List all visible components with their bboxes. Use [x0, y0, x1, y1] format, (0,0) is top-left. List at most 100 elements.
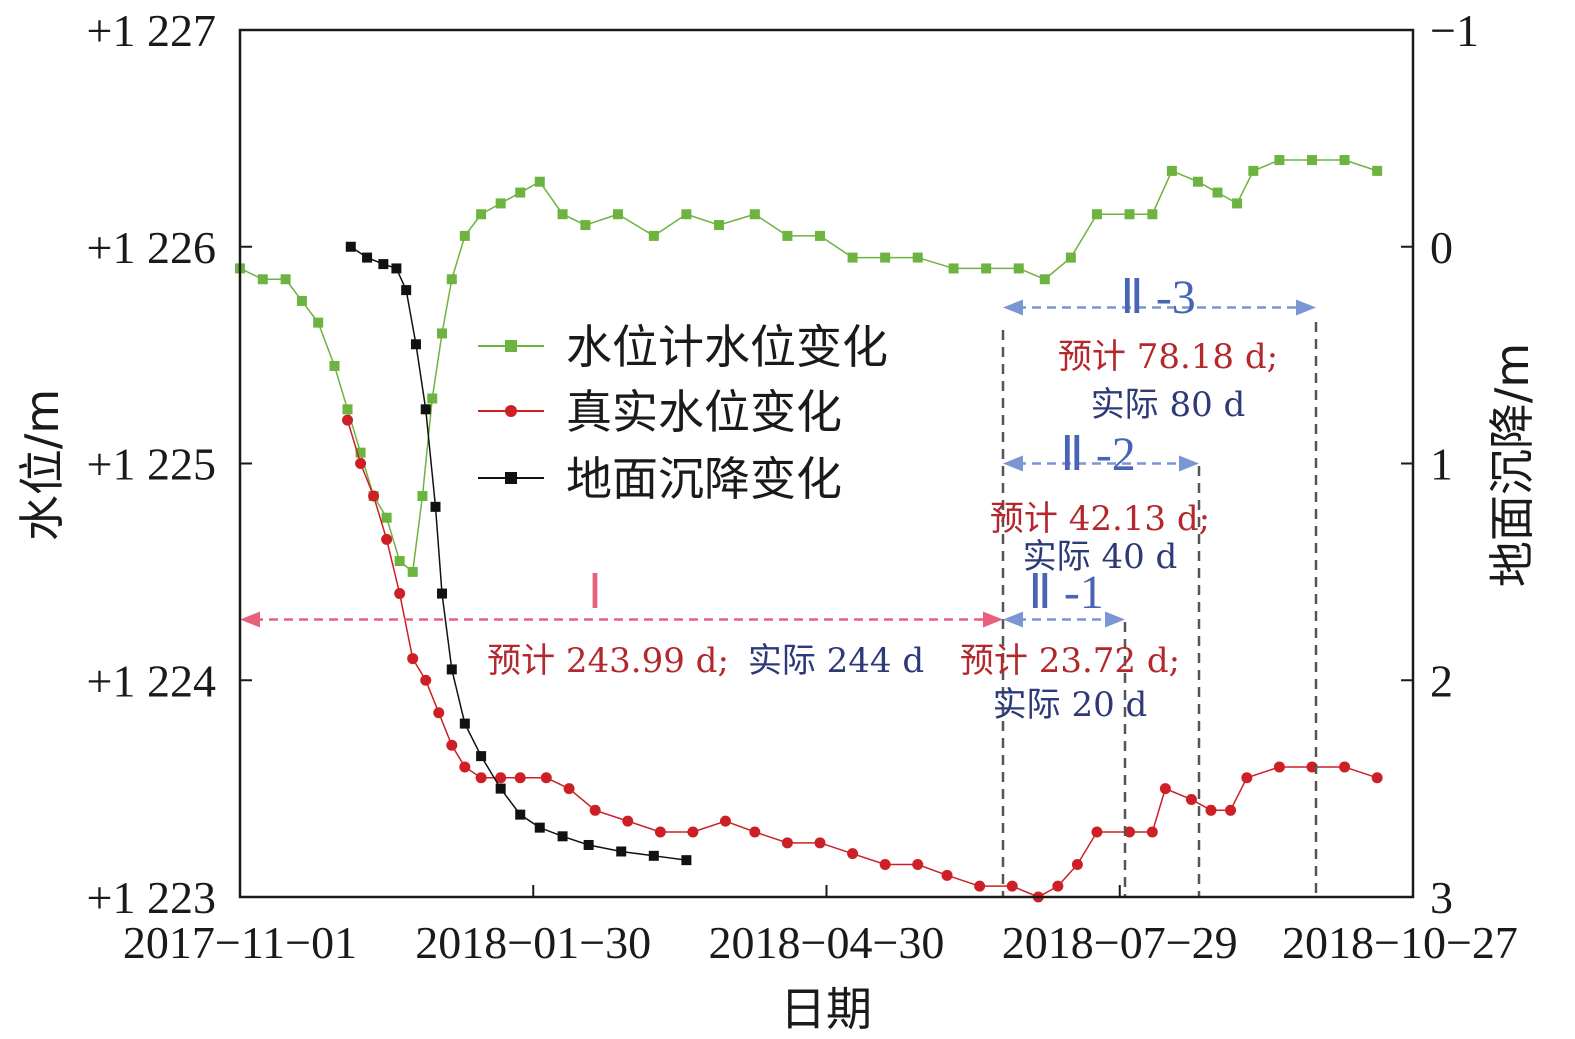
data-point: [912, 858, 924, 870]
data-point: [1274, 155, 1285, 166]
y-left-axis-title: 水位/m: [15, 389, 69, 541]
data-point: [437, 328, 448, 339]
data-point: [880, 252, 891, 263]
data-point: [847, 252, 858, 263]
data-point: [1091, 826, 1103, 838]
arrow-head-right: [983, 611, 1003, 628]
x-tick-label: 2018−01−30: [415, 917, 651, 968]
y-right-tick-label: 3: [1430, 872, 1453, 923]
data-point: [1159, 783, 1171, 795]
data-point: [534, 176, 545, 187]
data-point: [1013, 263, 1024, 274]
data-point: [257, 274, 268, 285]
data-point: [1052, 880, 1064, 892]
phase-label: Ⅱ -1: [1028, 566, 1104, 619]
data-point: [1372, 165, 1383, 176]
annotation-3: Ⅱ -2 预计 42.13 d;实际 40 d: [990, 428, 1210, 577]
x-axis-title: 日期: [780, 982, 872, 1036]
data-point: [1039, 274, 1050, 285]
y-left-tick-label: +1 226: [87, 222, 216, 273]
data-point: [1339, 155, 1350, 166]
data-point: [433, 707, 445, 719]
data-point: [495, 783, 506, 794]
data-point: [612, 209, 623, 220]
data-point: [557, 209, 568, 220]
x-tick-label: 2018−07−29: [1002, 917, 1238, 968]
data-point: [476, 209, 487, 220]
series-2: [342, 414, 1383, 903]
y-left-tick-label: +1 224: [87, 655, 216, 706]
actual-text: 实际 244 d: [748, 641, 924, 681]
predicted-text: 预计 42.13 d;: [990, 499, 1210, 539]
series-layer: [235, 155, 1383, 903]
data-point: [981, 263, 992, 274]
y-left-tick-label: +1 225: [87, 439, 216, 490]
series-1: [235, 155, 1383, 577]
data-point: [459, 761, 471, 773]
arrow-head-right: [1179, 455, 1199, 472]
data-point: [814, 837, 826, 849]
data-point: [782, 230, 793, 241]
legend-item-2: 真实水位变化: [478, 385, 842, 439]
y-right-tick-label: −1: [1430, 5, 1479, 56]
data-point: [417, 491, 428, 502]
phase-label: Ⅰ: [588, 566, 602, 619]
data-point: [749, 826, 761, 838]
data-point: [1006, 880, 1018, 892]
data-point: [446, 274, 457, 285]
data-point: [1306, 155, 1317, 166]
data-point: [515, 809, 526, 820]
data-point: [847, 848, 859, 860]
data-point: [329, 360, 340, 371]
annotation-4: Ⅱ -3 预计 78.18 d; 实际 80 d: [1003, 271, 1316, 425]
data-point: [459, 230, 470, 241]
data-point: [342, 404, 353, 415]
data-point: [580, 220, 591, 231]
data-point: [1192, 176, 1203, 187]
data-point: [540, 772, 552, 784]
data-point: [342, 414, 354, 426]
y-left-tick-label: +1 227: [87, 5, 216, 56]
data-point: [296, 295, 307, 306]
phase-label: Ⅱ -2: [1060, 428, 1136, 481]
data-point: [648, 230, 659, 241]
data-point: [1306, 761, 1318, 773]
x-tick-label: 2018−10−27: [1282, 917, 1518, 968]
data-point: [1147, 209, 1158, 220]
data-point: [616, 846, 627, 857]
data-point: [974, 880, 986, 892]
series-3: [345, 241, 692, 866]
y-right-tick-label: 0: [1430, 222, 1453, 273]
data-point: [446, 664, 457, 675]
predicted-text: 预计 23.72 d;: [960, 641, 1180, 681]
data-point: [583, 839, 594, 850]
actual-text: 实际 20 d: [993, 685, 1148, 725]
data-point: [381, 533, 393, 545]
data-point: [713, 220, 724, 231]
data-point: [381, 512, 392, 523]
y-left-tick-label: +1 223: [87, 872, 216, 923]
actual-text: 实际 40 d: [1023, 537, 1178, 577]
data-point: [622, 815, 634, 827]
data-point: [407, 653, 419, 665]
data-point: [719, 815, 731, 827]
data-point: [368, 490, 380, 502]
data-point: [681, 209, 692, 220]
arrow-head-left: [240, 611, 260, 628]
data-point: [1124, 826, 1136, 838]
phase-label: Ⅱ -3: [1120, 271, 1196, 324]
data-point: [654, 826, 666, 838]
predicted-text: 预计 78.18 d;: [1058, 337, 1278, 377]
arrow-head-right: [1296, 299, 1316, 316]
annotation-1: Ⅰ 预计 243.99 d; 实际 244 d: [240, 566, 1003, 681]
legend-item-1: 水位计水位变化: [478, 320, 888, 374]
data-point: [313, 317, 324, 328]
data-point: [1146, 826, 1158, 838]
data-point: [378, 259, 389, 270]
data-point: [476, 751, 487, 762]
y-right-axis-title: 地面沉降/m: [1485, 343, 1539, 587]
data-point: [1371, 772, 1383, 784]
data-point: [401, 285, 412, 296]
data-point: [362, 252, 373, 263]
